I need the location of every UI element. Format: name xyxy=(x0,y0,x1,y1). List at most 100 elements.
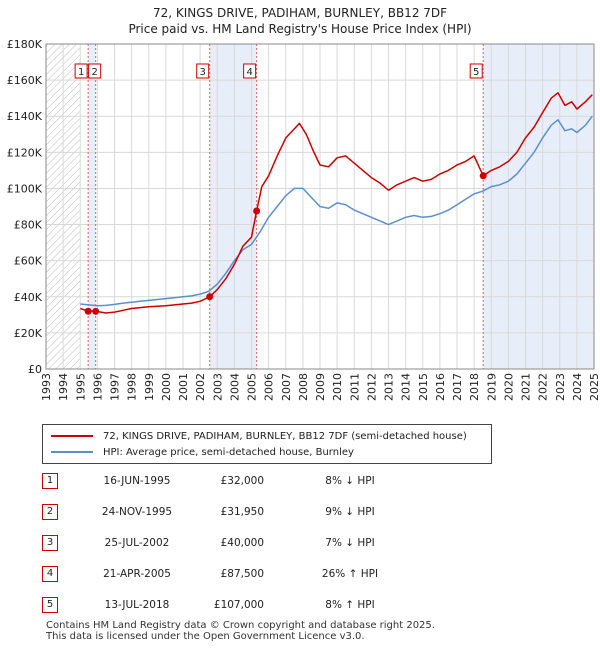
x-tick-label: 1998 xyxy=(126,373,139,401)
y-tick-label: £40K xyxy=(14,291,43,304)
sale-label: 5 xyxy=(473,67,479,78)
legend-item-hpi: HPI: Average price, semi-detached house,… xyxy=(51,445,354,459)
x-tick-label: 1997 xyxy=(109,373,122,401)
x-tick-label: 2025 xyxy=(588,373,600,401)
table-row: 3 25-JUL-2002 £40,000 7% ↓ HPI xyxy=(42,535,462,553)
sale-label-box xyxy=(243,63,257,79)
footer: Contains HM Land Registry data © Crown c… xyxy=(46,620,435,642)
y-tick-label: £20K xyxy=(14,327,43,340)
chart-title: 72, KINGS DRIVE, PADIHAM, BURNLEY, BB12 … xyxy=(152,6,448,20)
legend-label-hpi: HPI: Average price, semi-detached house,… xyxy=(103,446,354,458)
transaction-number: 1 xyxy=(42,473,58,489)
chart-subtitle: Price paid vs. HM Land Registry's House … xyxy=(128,22,472,36)
sale-point xyxy=(84,307,92,315)
sale-label: 2 xyxy=(91,67,97,78)
x-tick-label: 2021 xyxy=(520,373,533,401)
y-tick-label: £120K xyxy=(7,146,43,159)
sale-label: 4 xyxy=(246,67,252,78)
y-tick-label: £100K xyxy=(7,182,43,195)
x-tick-label: 2023 xyxy=(554,373,567,401)
transaction-hpi-diff: 26% ↑ HPI xyxy=(321,568,379,580)
transaction-date: 24-NOV-1995 xyxy=(101,506,173,518)
x-tick-label: 2003 xyxy=(211,373,224,401)
transaction-hpi-diff: 8% ↑ HPI xyxy=(325,599,375,611)
transaction-number: 2 xyxy=(42,504,58,520)
y-tick-label: £60K xyxy=(14,255,43,268)
x-tick-label: 2000 xyxy=(160,373,173,401)
y-tick-label: £180K xyxy=(7,38,43,51)
table-row: 2 24-NOV-1995 £31,950 9% ↓ HPI xyxy=(42,504,462,522)
y-tick-label: £0 xyxy=(28,363,42,376)
x-tick-label: 2009 xyxy=(314,373,327,401)
x-tick-label: 2014 xyxy=(400,373,413,401)
sale-label-box xyxy=(469,63,483,79)
transaction-price: £40,000 xyxy=(220,537,264,549)
legend-item-property: 72, KINGS DRIVE, PADIHAM, BURNLEY, BB12 … xyxy=(51,429,467,443)
series-line xyxy=(80,115,593,307)
transaction-date: 25-JUL-2002 xyxy=(104,537,170,549)
sale-point xyxy=(92,307,100,315)
x-tick-label: 1993 xyxy=(40,373,53,401)
x-tick-label: 2004 xyxy=(228,373,241,401)
table-row: 1 16-JUN-1995 £32,000 8% ↓ HPI xyxy=(42,473,462,491)
sale-point xyxy=(479,172,487,180)
sale-label: 1 xyxy=(78,67,84,78)
x-tick-label: 2002 xyxy=(194,373,207,401)
x-tick-label: 1999 xyxy=(143,373,156,401)
sale-point xyxy=(253,207,261,215)
x-tick-label: 2020 xyxy=(502,373,515,401)
transaction-date: 16-JUN-1995 xyxy=(103,475,171,487)
legend-label-property: 72, KINGS DRIVE, PADIHAM, BURNLEY, BB12 … xyxy=(103,430,467,442)
x-tick-label: 2008 xyxy=(297,373,310,401)
transaction-price: £32,000 xyxy=(220,475,264,487)
x-tick-label: 2010 xyxy=(331,373,344,401)
transaction-number: 3 xyxy=(42,535,58,551)
transaction-number: 4 xyxy=(42,566,58,582)
x-tick-label: 2005 xyxy=(246,373,259,401)
x-tick-label: 2019 xyxy=(485,373,498,401)
y-tick-label: £160K xyxy=(7,74,43,87)
footer-license: This data is licensed under the Open Gov… xyxy=(46,631,365,642)
transaction-number: 5 xyxy=(42,597,58,613)
chart-legend: 72, KINGS DRIVE, PADIHAM, BURNLEY, BB12 … xyxy=(42,424,492,464)
transaction-price: £107,000 xyxy=(213,599,264,611)
y-tick-label: £80K xyxy=(14,219,43,232)
x-tick-label: 2001 xyxy=(177,373,190,401)
transaction-hpi-diff: 9% ↓ HPI xyxy=(325,506,375,518)
shaded-band xyxy=(483,44,594,369)
x-tick-label: 2013 xyxy=(383,373,396,401)
x-tick-label: 1995 xyxy=(74,373,87,401)
transaction-hpi-diff: 7% ↓ HPI xyxy=(325,537,375,549)
table-row: 5 13-JUL-2018 £107,000 8% ↑ HPI xyxy=(42,597,462,615)
x-tick-label: 2022 xyxy=(537,373,550,401)
sale-label-box xyxy=(196,63,210,79)
series-line xyxy=(80,92,593,314)
x-tick-label: 2016 xyxy=(434,373,447,401)
x-tick-label: 2024 xyxy=(571,373,584,401)
y-tick-label: £140K xyxy=(7,110,43,123)
x-tick-label: 2015 xyxy=(417,373,430,401)
legend-swatch-hpi xyxy=(51,451,93,453)
plot-frame xyxy=(45,43,595,370)
x-tick-label: 2018 xyxy=(468,373,481,401)
sale-label: 3 xyxy=(200,67,206,78)
sale-point xyxy=(206,293,214,301)
x-tick-label: 2017 xyxy=(451,373,464,401)
x-tick-label: 2007 xyxy=(280,373,293,401)
x-tick-label: 2011 xyxy=(348,373,361,401)
transaction-price: £87,500 xyxy=(220,568,264,580)
x-tick-label: 2012 xyxy=(365,373,378,401)
sale-label-box xyxy=(74,63,88,79)
footer-copyright: Contains HM Land Registry data © Crown c… xyxy=(46,620,435,631)
x-tick-label: 1994 xyxy=(57,373,70,401)
legend-swatch-property xyxy=(51,435,93,437)
sale-label-box xyxy=(88,63,102,79)
transaction-hpi-diff: 8% ↓ HPI xyxy=(325,475,375,487)
transaction-price: £31,950 xyxy=(220,506,264,518)
shaded-band xyxy=(88,44,96,369)
x-tick-label: 1996 xyxy=(91,373,104,401)
table-row: 4 21-APR-2005 £87,500 26% ↑ HPI xyxy=(42,566,462,584)
x-tick-label: 2006 xyxy=(263,373,276,401)
transaction-date: 21-APR-2005 xyxy=(103,568,171,580)
